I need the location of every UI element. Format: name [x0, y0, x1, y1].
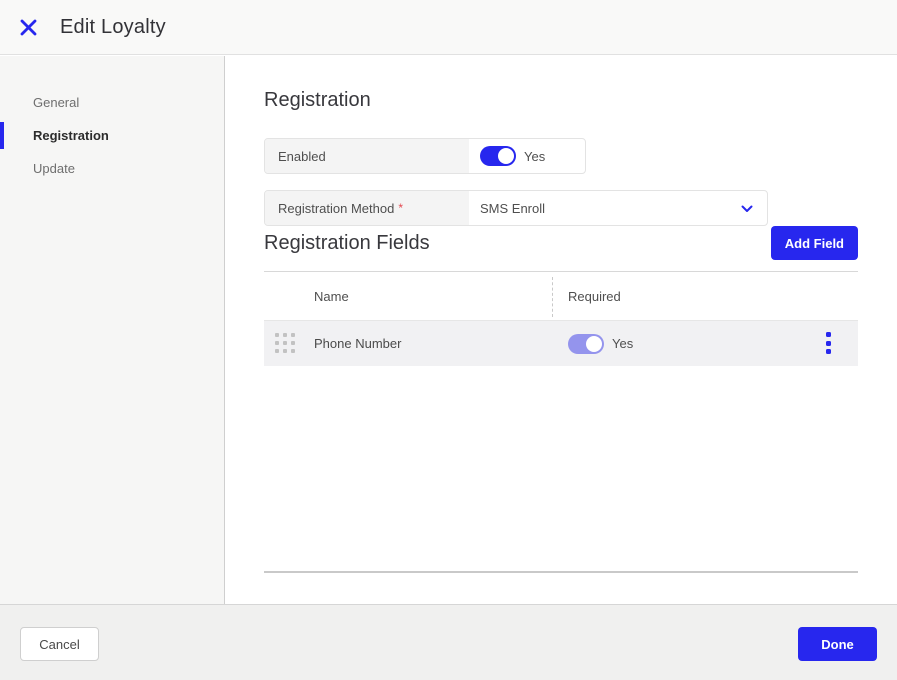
cancel-button[interactable]: Cancel	[20, 627, 99, 661]
sidebar-item-label: Registration	[33, 128, 109, 143]
registration-method-field: Registration Method * SMS Enroll	[264, 190, 768, 226]
field-name-cell: Phone Number	[314, 336, 402, 351]
dialog-header: Edit Loyalty	[0, 0, 897, 55]
sidebar-item-registration[interactable]: Registration	[0, 119, 224, 152]
column-header-name: Name	[314, 288, 349, 304]
sidebar-item-label: Update	[33, 161, 75, 176]
chevron-down-icon	[741, 205, 753, 212]
required-toggle[interactable]	[568, 333, 604, 354]
enabled-field: Enabled Yes	[264, 138, 586, 174]
registration-method-select[interactable]: SMS Enroll	[469, 191, 767, 225]
table-header: Name Required	[264, 271, 858, 321]
section-title: Registration	[264, 89, 371, 111]
column-separator	[552, 277, 553, 317]
table-row: Phone Number Yes	[264, 321, 858, 366]
registration-fields-table: Name Required Phone Number Yes	[264, 271, 858, 366]
required-state-label: Yes	[612, 336, 634, 351]
active-indicator	[0, 122, 4, 149]
main-panel: Registration Enabled Yes Registration Me…	[226, 56, 897, 604]
close-button[interactable]	[10, 9, 46, 45]
required-asterisk: *	[398, 201, 404, 215]
close-icon	[20, 19, 36, 35]
kebab-menu-icon[interactable]	[826, 332, 832, 354]
dialog-title: Edit Loyalty	[60, 15, 166, 38]
enabled-toggle[interactable]	[480, 146, 516, 166]
sidebar-item-general[interactable]: General	[0, 86, 224, 119]
registration-fields-header: Registration Fields Add Field	[264, 226, 858, 260]
field-required-cell: Yes	[568, 333, 634, 354]
registration-method-label: Registration Method *	[265, 191, 469, 225]
selected-method-value: SMS Enroll	[480, 200, 546, 216]
toggle-knob	[586, 335, 602, 352]
column-header-required: Required	[568, 288, 621, 304]
sidebar-item-label: General	[33, 95, 80, 110]
drag-handle-icon[interactable]	[275, 333, 295, 354]
enabled-value: Yes	[469, 139, 585, 173]
enabled-state-label: Yes	[524, 148, 546, 164]
sidebar-item-update[interactable]: Update	[0, 152, 224, 185]
registration-fields-title: Registration Fields	[264, 231, 430, 254]
done-button[interactable]: Done	[798, 627, 877, 661]
enabled-label: Enabled	[265, 139, 469, 173]
sidebar: General Registration Update	[0, 56, 225, 604]
content-divider	[264, 571, 858, 573]
toggle-knob	[498, 148, 514, 164]
add-field-button[interactable]: Add Field	[770, 226, 858, 260]
dialog-footer: Cancel Done	[0, 604, 897, 680]
